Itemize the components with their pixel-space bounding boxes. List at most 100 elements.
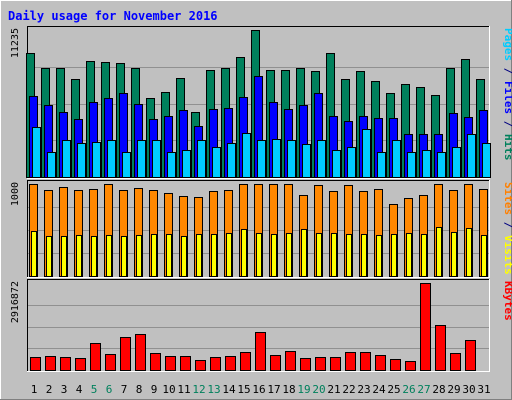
x-label-day-6: 6 <box>106 383 113 396</box>
legend-hits-part-4: Hits <box>502 134 512 161</box>
bar-sites-day-8 <box>136 235 142 277</box>
bar-sites-day-26 <box>406 233 412 277</box>
y-tick-label-hits: 11235 <box>10 28 21 58</box>
bar-pages-day-6 <box>107 140 116 178</box>
bar-kbytes-day-9 <box>150 353 161 371</box>
x-label-day-27: 27 <box>417 383 430 396</box>
bar-pages-day-26 <box>407 152 416 178</box>
bar-sites-day-25 <box>391 234 397 277</box>
x-label-day-13: 13 <box>207 383 220 396</box>
bar-sites-day-28 <box>436 227 442 277</box>
chart-panels: 11235 Pages / Files / Hits 1000 Sites / Vis… <box>10 26 512 372</box>
panel-kbytes: 2916872 KBytes <box>10 279 512 372</box>
x-label-day-7: 7 <box>121 383 128 396</box>
y-tick-label-kbytes: 2916872 <box>10 281 21 323</box>
bar-sites-day-15 <box>241 229 247 277</box>
bar-sites-day-2 <box>46 236 52 277</box>
bar-sites-day-20 <box>316 233 322 277</box>
bar-pages-day-11 <box>182 150 191 178</box>
x-label-day-29: 29 <box>447 383 460 396</box>
bar-kbytes-day-14 <box>225 356 236 371</box>
bar-kbytes-day-15 <box>240 352 251 371</box>
legend-visits-part-2: Visits <box>502 235 512 275</box>
bar-kbytes-day-17 <box>270 355 281 371</box>
bar-kbytes-day-7 <box>120 337 131 371</box>
bar-kbytes-day-24 <box>375 355 386 371</box>
bar-kbytes-day-8 <box>135 334 146 371</box>
bar-kbytes-day-21 <box>330 357 341 371</box>
x-label-day-26: 26 <box>402 383 415 396</box>
legend-kbytes-part-0: KBytes <box>502 281 512 321</box>
bar-sites-day-5 <box>91 236 97 277</box>
x-label-day-15: 15 <box>237 383 250 396</box>
bar-sites-day-13 <box>211 234 217 277</box>
bar-sites-day-23 <box>361 234 367 277</box>
x-label-day-4: 4 <box>76 383 83 396</box>
panel-hits: 11235 Pages / Files / Hits <box>10 26 512 179</box>
x-label-day-22: 22 <box>342 383 355 396</box>
bar-pages-day-20 <box>317 140 326 178</box>
bar-pages-day-7 <box>122 152 131 178</box>
legend-visits: Sites / Visits <box>502 182 512 275</box>
chart-title: Daily usage for November 2016 <box>8 9 218 23</box>
x-label-day-28: 28 <box>432 383 445 396</box>
bar-pages-day-17 <box>272 139 281 178</box>
bar-sites-day-31 <box>481 235 487 277</box>
legend-hits-part-0: Pages <box>502 28 512 61</box>
bar-kbytes-day-4 <box>75 358 86 371</box>
x-label-day-11: 11 <box>177 383 190 396</box>
bar-kbytes-day-18 <box>285 351 296 371</box>
bar-pages-day-13 <box>212 147 221 178</box>
bar-kbytes-day-19 <box>300 358 311 371</box>
bar-pages-day-14 <box>227 143 236 178</box>
x-label-day-10: 10 <box>162 383 175 396</box>
legend-kbytes: KBytes <box>502 281 512 321</box>
x-label-day-17: 17 <box>267 383 280 396</box>
bar-kbytes-day-22 <box>345 352 356 371</box>
bar-sites-day-27 <box>421 234 427 277</box>
x-label-day-8: 8 <box>136 383 143 396</box>
x-label-day-20: 20 <box>312 383 325 396</box>
x-label-day-19: 19 <box>297 383 310 396</box>
bar-pages-day-18 <box>287 140 296 178</box>
bar-sites-day-29 <box>451 232 457 277</box>
panel-visits: 1000 Sites / Visits <box>10 180 512 278</box>
bar-pages-day-29 <box>452 147 461 178</box>
bar-pages-day-1 <box>32 127 41 178</box>
bar-sites-day-11 <box>181 236 187 277</box>
legend-hits-part-3: / <box>502 114 512 134</box>
bar-sites-day-22 <box>346 234 352 277</box>
x-label-day-16: 16 <box>252 383 265 396</box>
bar-kbytes-day-13 <box>210 357 221 371</box>
bar-pages-day-23 <box>362 129 371 178</box>
bar-kbytes-day-23 <box>360 352 371 371</box>
bar-pages-day-28 <box>437 152 446 178</box>
bar-pages-day-15 <box>242 133 251 178</box>
bar-sites-day-9 <box>151 234 157 277</box>
bar-kbytes-day-20 <box>315 357 326 371</box>
bar-sites-day-6 <box>106 235 112 277</box>
bar-sites-day-1 <box>31 231 37 277</box>
x-label-day-5: 5 <box>91 383 98 396</box>
bar-sites-day-12 <box>196 234 202 277</box>
legend-visits-part-0: Sites <box>502 182 512 215</box>
bar-sites-day-10 <box>166 234 172 277</box>
bar-pages-day-10 <box>167 152 176 178</box>
bar-kbytes-day-25 <box>390 359 401 371</box>
x-label-day-2: 2 <box>46 383 53 396</box>
bar-pages-day-19 <box>302 144 311 178</box>
bar-sites-day-24 <box>376 235 382 277</box>
bar-kbytes-day-30 <box>465 340 476 371</box>
bar-kbytes-day-10 <box>165 356 176 371</box>
x-label-day-14: 14 <box>222 383 236 396</box>
x-label-day-9: 9 <box>151 383 158 396</box>
bar-sites-day-7 <box>121 236 127 277</box>
bar-sites-day-3 <box>61 236 67 277</box>
bar-pages-day-27 <box>422 150 431 178</box>
x-label-day-1: 1 <box>31 383 38 396</box>
bar-pages-day-24 <box>377 152 386 178</box>
bar-sites-day-16 <box>256 233 262 277</box>
bar-sites-day-18 <box>286 233 292 277</box>
bar-kbytes-day-6 <box>105 354 116 371</box>
